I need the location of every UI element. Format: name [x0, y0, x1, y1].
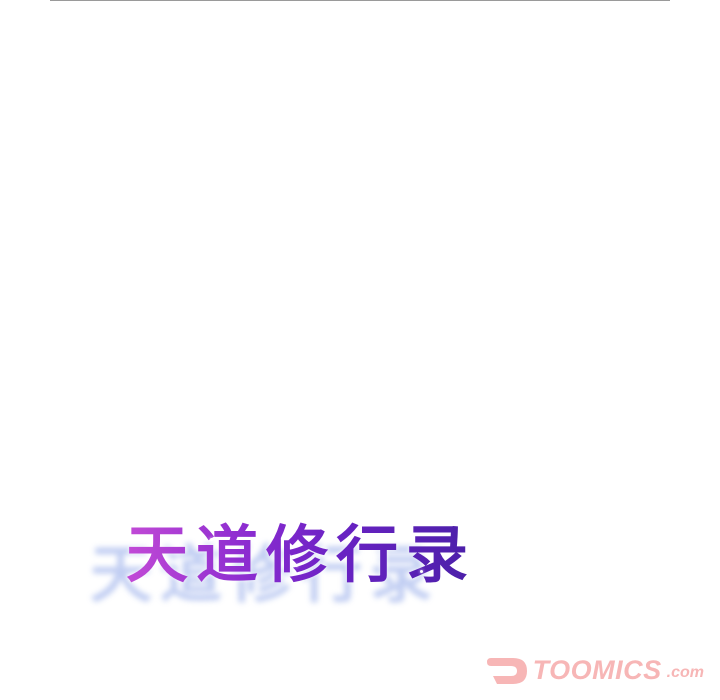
toomics-logo-icon — [483, 656, 529, 686]
title-shadow: 天道修行录 — [90, 524, 440, 614]
sparkle — [502, 530, 505, 533]
toomics-domain-suffix: .com — [666, 664, 704, 681]
sparkle — [420, 570, 423, 573]
toomics-watermark: TOOMICS .com — [483, 655, 704, 686]
toomics-brand-text: TOOMICS — [532, 655, 662, 685]
comic-title: 天道修行录 — [126, 504, 476, 594]
title-logo: 天道修行录 天道修行录 — [90, 500, 610, 611]
top-divider — [50, 0, 670, 1]
sparkle — [560, 558, 563, 561]
sparkle — [210, 538, 213, 541]
sparkle — [295, 564, 298, 567]
